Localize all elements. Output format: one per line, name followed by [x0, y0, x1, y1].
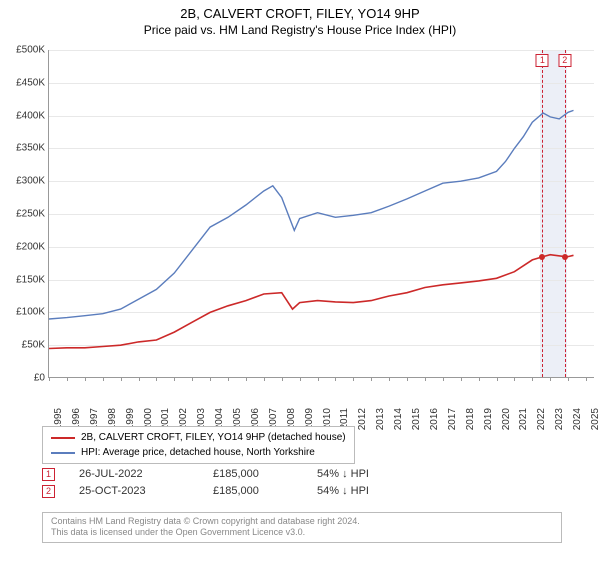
x-tick-mark [264, 377, 265, 381]
x-tick-mark [246, 377, 247, 381]
x-tick-label: 2013 [375, 408, 386, 444]
x-tick-mark [568, 377, 569, 381]
x-tick-label: 2022 [536, 408, 547, 444]
footnote-line1: Contains HM Land Registry data © Crown c… [51, 516, 553, 527]
x-tick-mark [85, 377, 86, 381]
legend-text: HPI: Average price, detached house, Nort… [81, 445, 315, 460]
x-tick-mark [407, 377, 408, 381]
legend-swatch [51, 452, 75, 454]
x-tick-label: 2021 [518, 408, 529, 444]
x-tick-mark [425, 377, 426, 381]
footnote-line2: This data is licensed under the Open Gov… [51, 527, 553, 538]
y-tick-label: £300K [7, 176, 45, 187]
x-tick-mark [335, 377, 336, 381]
x-tick-label: 2025 [590, 408, 600, 444]
transaction-delta: 54% ↓ HPI [317, 485, 407, 497]
x-tick-label: 2020 [501, 408, 512, 444]
chart-subtitle: Price paid vs. HM Land Registry's House … [0, 23, 600, 37]
x-tick-label: 2023 [554, 408, 565, 444]
x-tick-label: 2015 [411, 408, 422, 444]
transaction-date: 26-JUL-2022 [79, 468, 189, 480]
x-tick-label: 2014 [393, 408, 404, 444]
transaction-row: 2 25-OCT-2023 £185,000 54% ↓ HPI [42, 485, 407, 498]
legend-text: 2B, CALVERT CROFT, FILEY, YO14 9HP (deta… [81, 430, 346, 445]
chart-title: 2B, CALVERT CROFT, FILEY, YO14 9HP [0, 6, 600, 21]
x-tick-mark [353, 377, 354, 381]
x-tick-mark [318, 377, 319, 381]
plot-area: £0£50K£100K£150K£200K£250K£300K£350K£400… [48, 50, 594, 378]
x-tick-mark [228, 377, 229, 381]
y-tick-label: £450K [7, 77, 45, 88]
y-tick-label: £50K [7, 340, 45, 351]
transaction-number: 2 [42, 485, 55, 498]
series-line-property [49, 255, 574, 349]
x-tick-mark [514, 377, 515, 381]
transaction-number: 1 [42, 468, 55, 481]
x-tick-label: 2019 [483, 408, 494, 444]
transaction-row: 1 26-JUL-2022 £185,000 54% ↓ HPI [42, 468, 407, 481]
x-tick-mark [67, 377, 68, 381]
y-tick-label: £200K [7, 241, 45, 252]
y-tick-label: £150K [7, 274, 45, 285]
legend-swatch [51, 437, 75, 439]
series-line-hpi [49, 110, 574, 319]
x-tick-label: 2017 [447, 408, 458, 444]
x-tick-mark [282, 377, 283, 381]
transaction-marker [562, 254, 568, 260]
legend-row: HPI: Average price, detached house, Nort… [51, 445, 346, 460]
x-tick-mark [550, 377, 551, 381]
x-tick-mark [174, 377, 175, 381]
x-tick-mark [49, 377, 50, 381]
transaction-price: £185,000 [213, 468, 293, 480]
x-tick-label: 2016 [429, 408, 440, 444]
line-svg [49, 50, 594, 377]
x-tick-mark [210, 377, 211, 381]
x-tick-mark [461, 377, 462, 381]
x-tick-mark [139, 377, 140, 381]
transaction-delta: 54% ↓ HPI [317, 468, 407, 480]
transaction-marker [539, 254, 545, 260]
transaction-label: 1 [536, 54, 549, 67]
x-tick-label: 2018 [465, 408, 476, 444]
x-tick-mark [121, 377, 122, 381]
y-tick-label: £0 [7, 373, 45, 384]
y-tick-label: £350K [7, 143, 45, 154]
transaction-date: 25-OCT-2023 [79, 485, 189, 497]
y-tick-label: £250K [7, 209, 45, 220]
x-tick-mark [371, 377, 372, 381]
chart-outer: £0 £50K £100K £150K £200K £250K £300K £350K £400… [6, 50, 594, 420]
y-tick-label: £100K [7, 307, 45, 318]
x-tick-mark [586, 377, 587, 381]
chart-container: 2B, CALVERT CROFT, FILEY, YO14 9HP Price… [0, 6, 600, 566]
y-tick-label: £500K [7, 45, 45, 56]
transactions-table: 1 26-JUL-2022 £185,000 54% ↓ HPI 2 25-OCT-202… [42, 468, 407, 502]
legend-row: 2B, CALVERT CROFT, FILEY, YO14 9HP (deta… [51, 430, 346, 445]
x-tick-mark [443, 377, 444, 381]
transaction-price: £185,000 [213, 485, 293, 497]
x-tick-mark [156, 377, 157, 381]
y-tick-label: £400K [7, 110, 45, 121]
x-tick-mark [497, 377, 498, 381]
x-tick-label: 2012 [357, 408, 368, 444]
x-tick-label: 2024 [572, 408, 583, 444]
x-tick-mark [479, 377, 480, 381]
x-tick-mark [389, 377, 390, 381]
x-tick-mark [192, 377, 193, 381]
x-tick-mark [300, 377, 301, 381]
footnote-box: Contains HM Land Registry data © Crown c… [42, 512, 562, 543]
transaction-label: 2 [558, 54, 571, 67]
legend-box: 2B, CALVERT CROFT, FILEY, YO14 9HP (deta… [42, 426, 355, 464]
x-tick-mark [532, 377, 533, 381]
x-tick-mark [103, 377, 104, 381]
